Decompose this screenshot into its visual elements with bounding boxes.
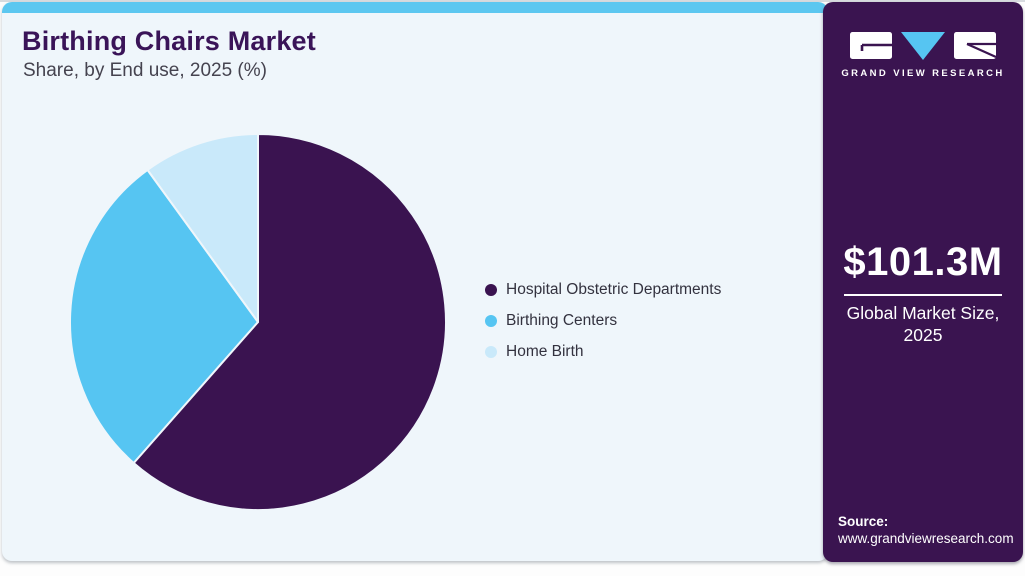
source-label: Source: xyxy=(838,514,889,529)
sidebar-panel: GRAND VIEW RESEARCH $101.3M Global Marke… xyxy=(823,2,1023,562)
page-subtitle: Share, by End use, 2025 (%) xyxy=(23,60,267,81)
pie-chart xyxy=(69,133,447,511)
source-block: Source: www.grandviewresearch.com xyxy=(838,514,1014,546)
gvr-logo: GRAND VIEW RESEARCH xyxy=(823,30,1023,79)
legend-swatch-home-birth xyxy=(485,346,497,358)
chart-panel: Birthing Chairs Market Share, by End use… xyxy=(2,2,828,561)
market-size-value: $101.3M xyxy=(843,240,1003,284)
pie-slice-0 xyxy=(132,133,447,511)
legend-item: Home Birth xyxy=(485,343,721,360)
legend-item: Hospital Obstetric Departments xyxy=(485,281,722,298)
legend-swatch-birthing-centers xyxy=(485,315,497,327)
legend-label: Home Birth xyxy=(506,343,584,360)
divider xyxy=(844,294,1002,296)
legend: Hospital Obstetric Departments Birthing … xyxy=(485,281,722,375)
gvr-logo-icon xyxy=(850,32,997,60)
market-size-label: Global Market Size, 2025 xyxy=(846,303,1000,345)
legend-swatch-hospital xyxy=(485,284,497,296)
source-url: www.grandviewresearch.com xyxy=(838,531,1014,546)
legend-item: Birthing Centers xyxy=(485,312,721,329)
brand-name: GRAND VIEW RESEARCH xyxy=(841,68,1005,79)
page-top-edge xyxy=(0,0,1025,2)
pie-slice-1 xyxy=(69,168,259,465)
pie-slice-2 xyxy=(146,133,259,323)
legend-label: Birthing Centers xyxy=(506,312,618,329)
accent-strip xyxy=(2,2,828,13)
legend-label: Hospital Obstetric Departments xyxy=(506,281,722,298)
page-title: Birthing Chairs Market xyxy=(22,26,316,56)
market-size-block: $101.3M Global Market Size, 2025 xyxy=(823,240,1023,347)
